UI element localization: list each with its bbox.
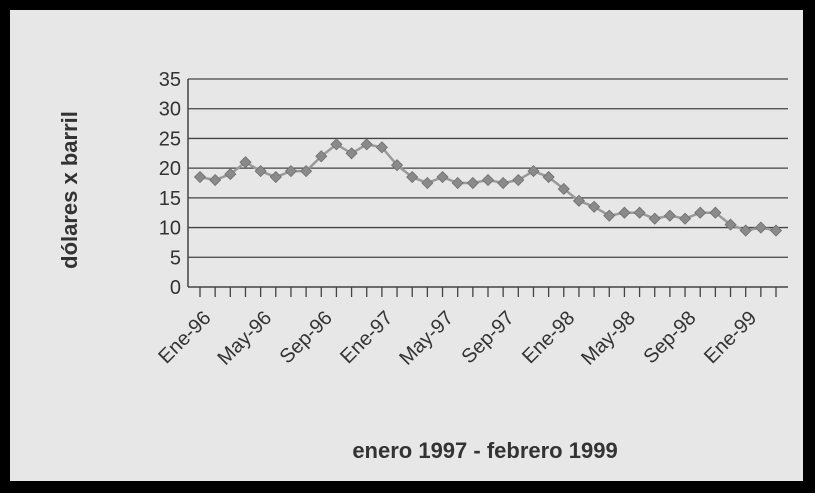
data-point — [209, 173, 222, 187]
data-point — [618, 206, 631, 219]
data-point — [709, 206, 722, 219]
x-axis-title: enero 1997 - febrero 1999 — [352, 438, 617, 463]
data-point — [390, 159, 404, 172]
data-point — [694, 206, 707, 219]
data-point — [254, 165, 267, 178]
y-tick-label: 15 — [159, 188, 181, 210]
data-point — [724, 218, 737, 231]
data-point — [603, 209, 616, 222]
y-tick-label: 35 — [159, 69, 181, 91]
data-point — [315, 150, 328, 163]
data-point — [678, 212, 692, 225]
data-point — [300, 165, 313, 178]
y-tick-label: 5 — [170, 247, 181, 269]
data-point — [239, 156, 252, 169]
x-tick-label: Sep-97 — [458, 307, 519, 368]
data-point — [754, 221, 767, 234]
y-axis-title: dólares x barril — [57, 111, 82, 269]
data-point — [633, 206, 646, 219]
data-point — [360, 138, 373, 151]
data-point — [527, 165, 540, 178]
data-point — [648, 212, 661, 225]
y-tick-label: 30 — [159, 99, 181, 121]
x-tick-label: Ene-99 — [700, 307, 761, 368]
data-point — [330, 138, 343, 151]
data-point — [739, 224, 752, 237]
x-tick-label: May-97 — [395, 307, 458, 370]
y-tick-label: 0 — [170, 277, 181, 299]
x-tick-label: Sep-96 — [276, 307, 337, 368]
y-tick-label: 25 — [159, 128, 181, 150]
x-tick-label: Ene-98 — [518, 307, 579, 368]
data-point — [269, 170, 282, 184]
data-point — [769, 224, 783, 237]
axes — [187, 79, 788, 297]
y-tick-label: 10 — [159, 218, 181, 240]
x-tick-label: Ene-97 — [336, 307, 397, 368]
data-point — [345, 147, 358, 160]
data-point — [512, 173, 525, 187]
data-point — [497, 176, 510, 190]
data-point — [193, 170, 207, 184]
x-tick-label: May-96 — [213, 307, 276, 370]
gridlines — [188, 78, 788, 258]
data-point — [451, 176, 464, 190]
data-point — [466, 176, 479, 190]
y-tick-labels: 0 5 10 15 20 25 30 35 — [159, 69, 181, 299]
data-point — [375, 141, 388, 154]
data-point — [436, 170, 449, 184]
data-point — [542, 170, 555, 184]
x-tick-label: May-98 — [577, 307, 640, 370]
data-point — [572, 194, 586, 207]
data-point — [481, 173, 495, 187]
y-tick-label: 20 — [159, 158, 181, 180]
series — [193, 138, 783, 237]
data-point — [224, 168, 237, 181]
data-point — [663, 209, 676, 222]
data-point — [557, 182, 570, 196]
chart-frame: 0 5 10 15 20 25 30 35 Ene-96 May-96 Sep-96 Ene-97 M… — [8, 8, 805, 483]
data-point — [284, 165, 298, 178]
data-point — [421, 176, 434, 190]
data-point — [588, 200, 601, 213]
x-tick-label: Sep-98 — [639, 307, 700, 368]
data-point — [406, 170, 419, 184]
x-tick-label: Ene-96 — [154, 307, 215, 368]
